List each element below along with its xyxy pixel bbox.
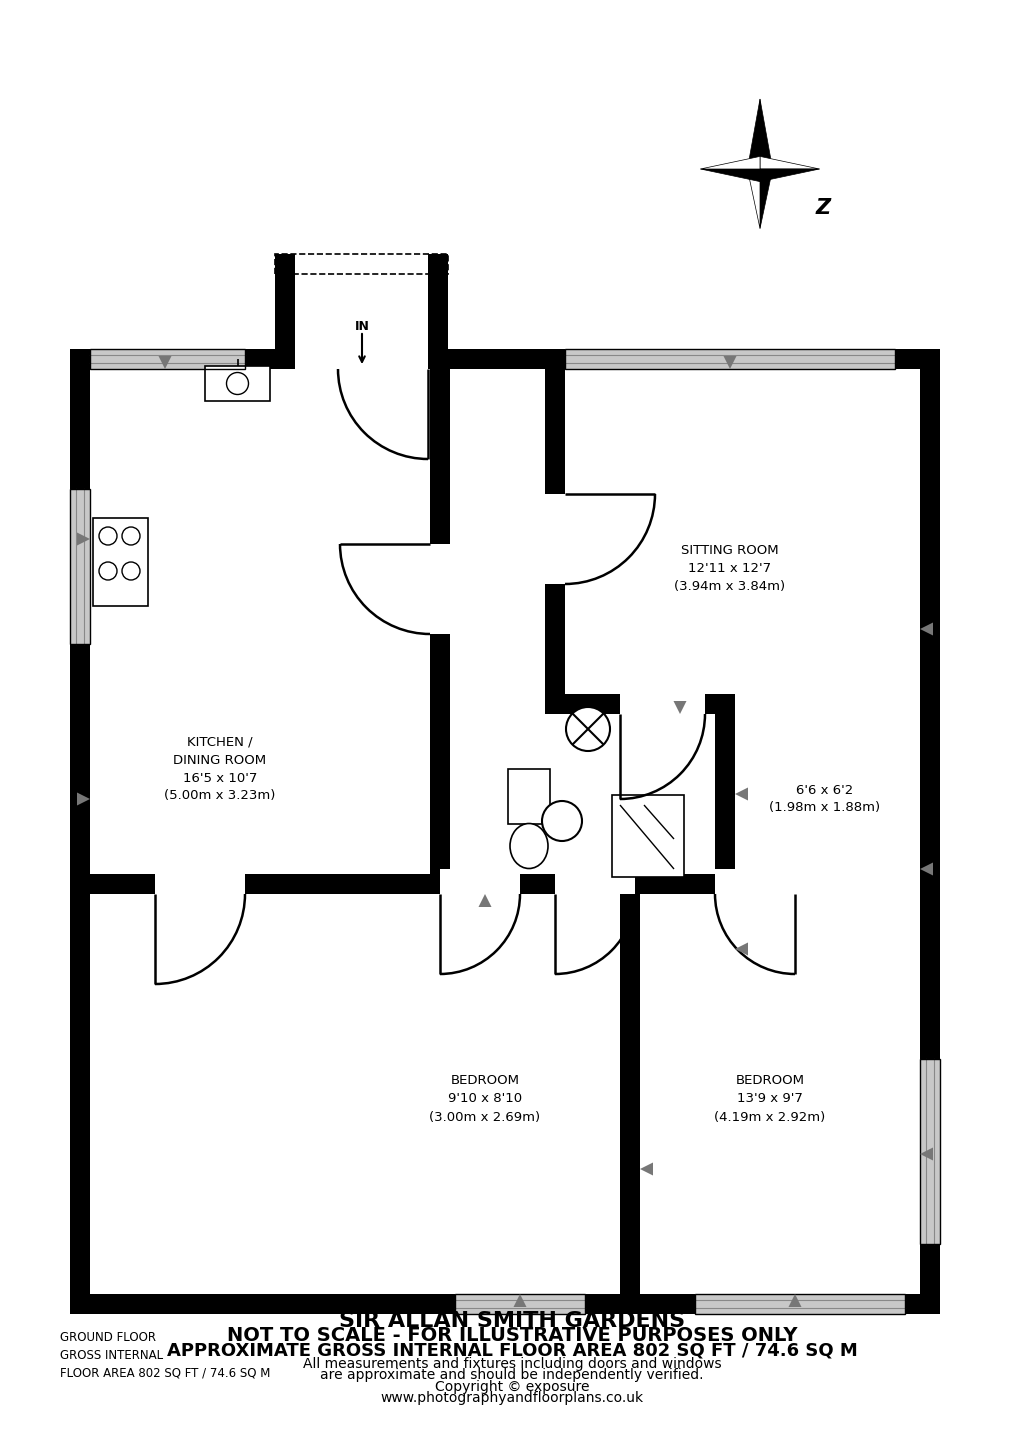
- Bar: [70, 1294, 920, 1314]
- Text: KITCHEN /
DINING ROOM
16'5 x 10'7
(5.00m x 3.23m): KITCHEN / DINING ROOM 16'5 x 10'7 (5.00m…: [164, 736, 275, 803]
- Text: All measurements and fixtures including doors and windows: All measurements and fixtures including …: [303, 1356, 721, 1371]
- Bar: [920, 349, 940, 1314]
- Bar: [555, 869, 635, 894]
- Bar: [428, 254, 449, 369]
- Circle shape: [122, 527, 140, 545]
- Bar: [295, 343, 428, 369]
- Bar: [90, 349, 245, 369]
- Text: 6'6 x 6'2
(1.98m x 1.88m): 6'6 x 6'2 (1.98m x 1.88m): [769, 784, 881, 814]
- Bar: [205, 367, 270, 401]
- Text: SIR ALLAN SMITH GARDENS: SIR ALLAN SMITH GARDENS: [339, 1311, 685, 1332]
- Bar: [920, 1059, 940, 1245]
- Bar: [430, 874, 565, 894]
- Bar: [455, 1294, 585, 1314]
- Text: GROUND FLOOR
GROSS INTERNAL
FLOOR AREA 802 SQ FT / 74.6 SQ M: GROUND FLOOR GROSS INTERNAL FLOOR AREA 8…: [60, 1332, 270, 1379]
- Ellipse shape: [510, 823, 548, 868]
- Bar: [620, 690, 705, 714]
- Circle shape: [122, 562, 140, 580]
- Polygon shape: [920, 1148, 933, 1161]
- Polygon shape: [760, 170, 819, 181]
- Polygon shape: [700, 156, 760, 170]
- Bar: [612, 796, 684, 877]
- Bar: [565, 349, 895, 369]
- Text: BEDROOM
13'9 x 9'7
(4.19m x 2.92m): BEDROOM 13'9 x 9'7 (4.19m x 2.92m): [715, 1075, 825, 1123]
- Polygon shape: [760, 156, 819, 170]
- Bar: [545, 874, 735, 894]
- Circle shape: [542, 801, 582, 840]
- Polygon shape: [788, 1294, 802, 1307]
- Polygon shape: [513, 1294, 526, 1307]
- Circle shape: [99, 527, 117, 545]
- Bar: [155, 869, 245, 894]
- Bar: [70, 349, 90, 1314]
- Bar: [620, 874, 735, 894]
- Bar: [545, 494, 570, 584]
- Circle shape: [566, 707, 610, 751]
- Bar: [275, 254, 449, 274]
- Polygon shape: [760, 99, 772, 170]
- Polygon shape: [735, 942, 748, 955]
- Bar: [455, 1294, 585, 1314]
- Bar: [430, 543, 455, 635]
- Text: www.photographyandfloorplans.co.uk: www.photographyandfloorplans.co.uk: [381, 1391, 643, 1406]
- Bar: [430, 349, 450, 894]
- Polygon shape: [77, 532, 90, 545]
- Polygon shape: [748, 99, 760, 170]
- Polygon shape: [674, 701, 686, 714]
- Circle shape: [99, 562, 117, 580]
- Bar: [715, 869, 795, 894]
- Bar: [70, 349, 920, 369]
- Polygon shape: [724, 356, 736, 369]
- Bar: [93, 517, 148, 606]
- Text: Copyright © exposure: Copyright © exposure: [435, 1379, 589, 1394]
- Polygon shape: [640, 1162, 653, 1175]
- Polygon shape: [700, 170, 760, 181]
- Polygon shape: [920, 862, 933, 875]
- Circle shape: [226, 372, 249, 394]
- Text: BEDROOM
9'10 x 8'10
(3.00m x 2.69m): BEDROOM 9'10 x 8'10 (3.00m x 2.69m): [429, 1075, 541, 1123]
- Bar: [545, 349, 565, 714]
- Bar: [275, 254, 295, 369]
- Bar: [508, 769, 550, 824]
- Polygon shape: [735, 787, 748, 800]
- Bar: [440, 869, 520, 894]
- Bar: [565, 349, 895, 369]
- Text: SITTING ROOM
12'11 x 12'7
(3.94m x 3.84m): SITTING ROOM 12'11 x 12'7 (3.94m x 3.84m…: [675, 545, 785, 594]
- Bar: [565, 694, 715, 714]
- Bar: [70, 488, 90, 643]
- Text: IN: IN: [354, 320, 370, 333]
- Bar: [90, 874, 430, 894]
- Polygon shape: [760, 170, 772, 229]
- Text: Z: Z: [815, 197, 830, 217]
- Polygon shape: [159, 356, 171, 369]
- Polygon shape: [77, 793, 90, 806]
- Polygon shape: [920, 623, 933, 636]
- Polygon shape: [478, 894, 492, 907]
- Bar: [715, 694, 735, 894]
- Bar: [920, 1059, 940, 1245]
- Text: are approximate and should be independently verified.: are approximate and should be independen…: [321, 1368, 703, 1382]
- Bar: [695, 1294, 905, 1314]
- Bar: [90, 349, 245, 369]
- Text: NOT TO SCALE - FOR ILLUSTRATIVE PURPOSES ONLY: NOT TO SCALE - FOR ILLUSTRATIVE PURPOSES…: [226, 1326, 798, 1346]
- Text: APPROXIMATE GROSS INTERNAL FLOOR AREA 802 SQ FT / 74.6 SQ M: APPROXIMATE GROSS INTERNAL FLOOR AREA 80…: [167, 1342, 857, 1359]
- Bar: [70, 488, 90, 643]
- Bar: [620, 874, 640, 1294]
- Polygon shape: [748, 170, 760, 229]
- Bar: [695, 1294, 905, 1314]
